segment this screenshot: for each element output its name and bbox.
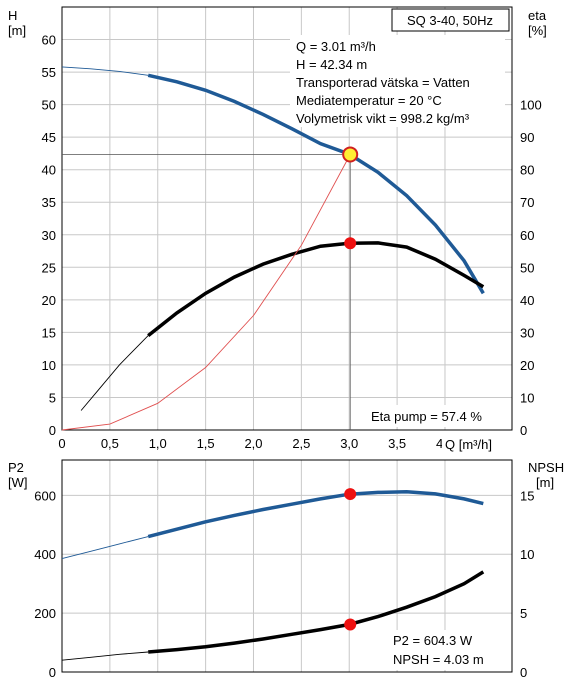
p2-annotation-bg	[388, 630, 506, 670]
info-line: Q = 3.01 m³/h	[296, 39, 376, 54]
x-tick-label: 0,5	[101, 436, 119, 451]
P2-curve-thin	[61, 536, 149, 560]
y-right-tick-label: 5	[520, 606, 527, 621]
y-left-tick-label: 5	[49, 390, 56, 405]
y-left-axis-unit: [m]	[8, 23, 26, 38]
y-left-tick-label: 35	[42, 195, 56, 210]
H-curve-thin	[61, 66, 149, 76]
info-box-bg	[290, 35, 505, 127]
y-right-tick-label: 20	[520, 358, 534, 373]
x-tick-label: 1,0	[149, 436, 167, 451]
y-left-tick-label: 55	[42, 65, 56, 80]
y-right-axis-unit: [m]	[536, 475, 554, 490]
y-right-tick-label: 0	[520, 665, 527, 680]
eta-curve	[147, 241, 485, 337]
y-right-tick-label: 30	[520, 325, 534, 340]
power-npsh-panel: 0 200 400 600 0 5 10 15 P2[W] NPSH[m] P2 = 604.3 W…	[8, 459, 564, 680]
NPSH-curve	[148, 570, 485, 654]
p2-operating-point-marker	[344, 488, 357, 501]
y-left-axis-label: P2	[8, 460, 24, 475]
chart-title: SQ 3-40, 50Hz	[407, 13, 493, 28]
y-left-tick-label: 15	[42, 325, 56, 340]
info-line: Volymetrisk vikt = 998.2 kg/m³	[296, 111, 470, 126]
y-right-tick-label: 80	[520, 163, 534, 178]
y-left-tick-label: 60	[42, 33, 56, 48]
y-right-axis-label: NPSH	[528, 460, 564, 475]
info-line: H = 42.34 m	[296, 57, 367, 72]
npsh-annotation: NPSH = 4.03 m	[393, 652, 484, 667]
y-left-tick-label: 400	[34, 547, 56, 562]
y-left-tick-label: 0	[49, 665, 56, 680]
y-right-axis-label: eta	[528, 8, 547, 23]
eta-operating-point-marker	[344, 237, 357, 250]
y-left-tick-label: 200	[34, 606, 56, 621]
title-box	[391, 8, 510, 32]
x-tick-label: 3,5	[388, 436, 406, 451]
NPSH-curve-thin	[61, 651, 149, 661]
y-left-tick-label: 50	[42, 98, 56, 113]
y-left-tick-label: 40	[42, 163, 56, 178]
npsh-operating-point-marker	[344, 618, 357, 631]
y-right-tick-label: 0	[520, 423, 527, 438]
y-right-tick-label: 10	[520, 390, 534, 405]
y-left-axis-label: H	[8, 8, 17, 23]
plot-frame	[61, 6, 513, 431]
y-left-tick-label: 10	[42, 358, 56, 373]
x-tick-label: 2,0	[244, 436, 262, 451]
head-operating-point-marker	[342, 146, 359, 163]
y-right-tick-label: 50	[520, 260, 534, 275]
x-tick-label: 1,5	[197, 436, 215, 451]
y-right-tick-label: 70	[520, 195, 534, 210]
y-left-tick-label: 0	[49, 423, 56, 438]
y-right-tick-label: 15	[520, 488, 534, 503]
y-left-tick-label: 30	[42, 228, 56, 243]
H-curve	[147, 73, 485, 295]
y-right-tick-label: 100	[520, 98, 542, 113]
eta-curve-thin	[80, 335, 149, 411]
x-tick-label: 3,0	[340, 436, 358, 451]
y-right-tick-label: 60	[520, 228, 534, 243]
plot-frame	[61, 459, 513, 673]
y-right-tick-label: 10	[520, 547, 534, 562]
y-left-axis-unit: [W]	[8, 475, 28, 490]
x-tick-label: 2,5	[292, 436, 310, 451]
info-line: Mediatemperatur = 20 °C	[296, 93, 442, 108]
y-right-axis-unit: [%]	[528, 23, 547, 38]
y-right-tick-label: 90	[520, 130, 534, 145]
y-left-tick-label: 600	[34, 488, 56, 503]
info-line: Transporterad vätska = Vatten	[296, 75, 470, 90]
y-left-tick-label: 45	[42, 130, 56, 145]
y-left-tick-label: 20	[42, 293, 56, 308]
x-tick-label: 0	[58, 436, 65, 451]
eta-annotation: Eta pump = 57.4 %	[371, 409, 482, 424]
y-right-tick-label: 40	[520, 293, 534, 308]
system-curve	[61, 154, 351, 431]
head-efficiency-panel: 00,51,01,52,02,53,03,54,0051015202530354…	[8, 6, 547, 453]
x-axis-label: Q [m³/h]	[445, 437, 492, 452]
p2-annotation: P2 = 604.3 W	[393, 633, 473, 648]
x-axis-label-bg	[442, 435, 504, 453]
P2-curve	[147, 490, 484, 539]
y-left-tick-label: 25	[42, 260, 56, 275]
eta-annotation-bg	[366, 405, 506, 427]
